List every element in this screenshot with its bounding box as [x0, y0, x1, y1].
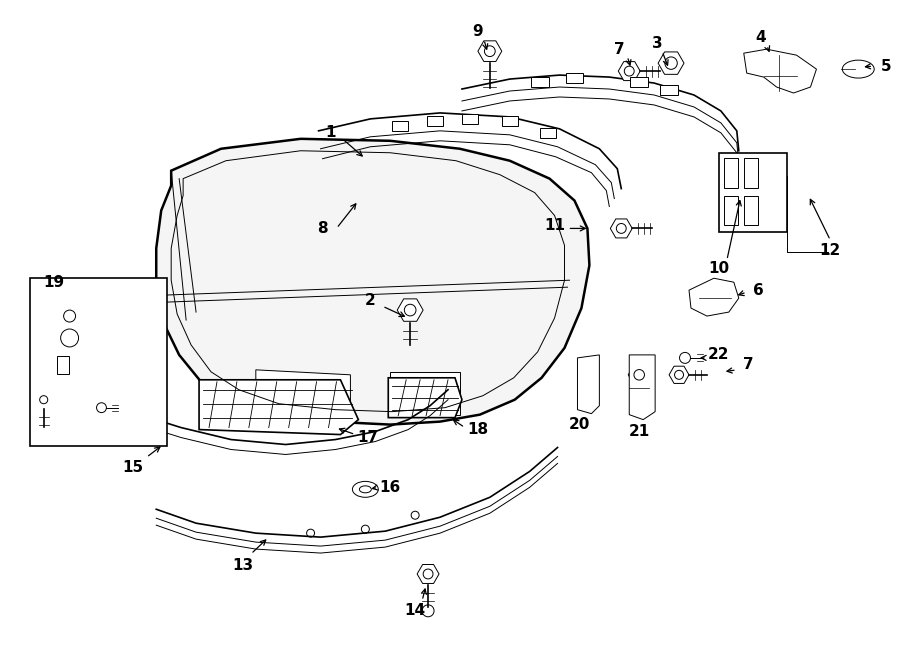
Text: 15: 15 [122, 460, 144, 475]
Bar [724, 196, 738, 225]
Polygon shape [388, 378, 462, 418]
Text: 12: 12 [820, 243, 841, 258]
Bar [743, 158, 758, 188]
Text: 19: 19 [43, 275, 64, 290]
Bar [57, 356, 68, 374]
Polygon shape [199, 380, 358, 434]
Bar [540, 128, 555, 137]
Polygon shape [397, 299, 423, 321]
Polygon shape [743, 49, 816, 93]
Polygon shape [578, 355, 599, 414]
Text: 13: 13 [232, 557, 254, 572]
Bar [565, 73, 583, 83]
Text: 1: 1 [325, 126, 336, 140]
Text: 18: 18 [467, 422, 489, 437]
Text: 17: 17 [358, 430, 379, 445]
Polygon shape [35, 392, 53, 407]
Bar [743, 196, 758, 225]
Polygon shape [391, 372, 460, 414]
Polygon shape [658, 52, 684, 74]
Polygon shape [629, 355, 655, 420]
Polygon shape [50, 292, 102, 382]
Ellipse shape [359, 486, 372, 493]
Bar [630, 77, 648, 87]
Polygon shape [417, 564, 439, 584]
Polygon shape [689, 278, 739, 316]
Bar [531, 77, 549, 87]
Text: 10: 10 [708, 260, 729, 276]
Text: 2: 2 [365, 293, 375, 307]
Ellipse shape [842, 60, 874, 78]
Bar [462, 114, 478, 124]
Bar [30, 278, 167, 446]
Bar [660, 85, 678, 95]
Text: 7: 7 [614, 42, 625, 57]
Bar [502, 116, 518, 126]
Bar [719, 153, 787, 233]
Polygon shape [669, 366, 689, 383]
Text: 11: 11 [544, 218, 565, 233]
Polygon shape [256, 370, 350, 420]
Text: 21: 21 [628, 424, 650, 439]
Polygon shape [157, 139, 590, 424]
Polygon shape [618, 61, 640, 81]
Text: 6: 6 [753, 283, 764, 297]
Text: 20: 20 [569, 417, 590, 432]
Polygon shape [628, 366, 650, 384]
Polygon shape [478, 41, 502, 61]
Text: 4: 4 [755, 30, 766, 45]
Text: 8: 8 [317, 221, 328, 236]
Bar [392, 121, 409, 131]
Polygon shape [610, 219, 632, 238]
Text: 7: 7 [743, 358, 754, 372]
Text: 3: 3 [652, 36, 662, 51]
Text: 22: 22 [708, 348, 730, 362]
Text: 5: 5 [881, 59, 892, 73]
Bar [724, 158, 738, 188]
Text: 16: 16 [380, 480, 400, 495]
Text: 9: 9 [472, 24, 483, 39]
Ellipse shape [353, 481, 378, 497]
Text: 14: 14 [405, 603, 426, 618]
Bar [428, 116, 443, 126]
